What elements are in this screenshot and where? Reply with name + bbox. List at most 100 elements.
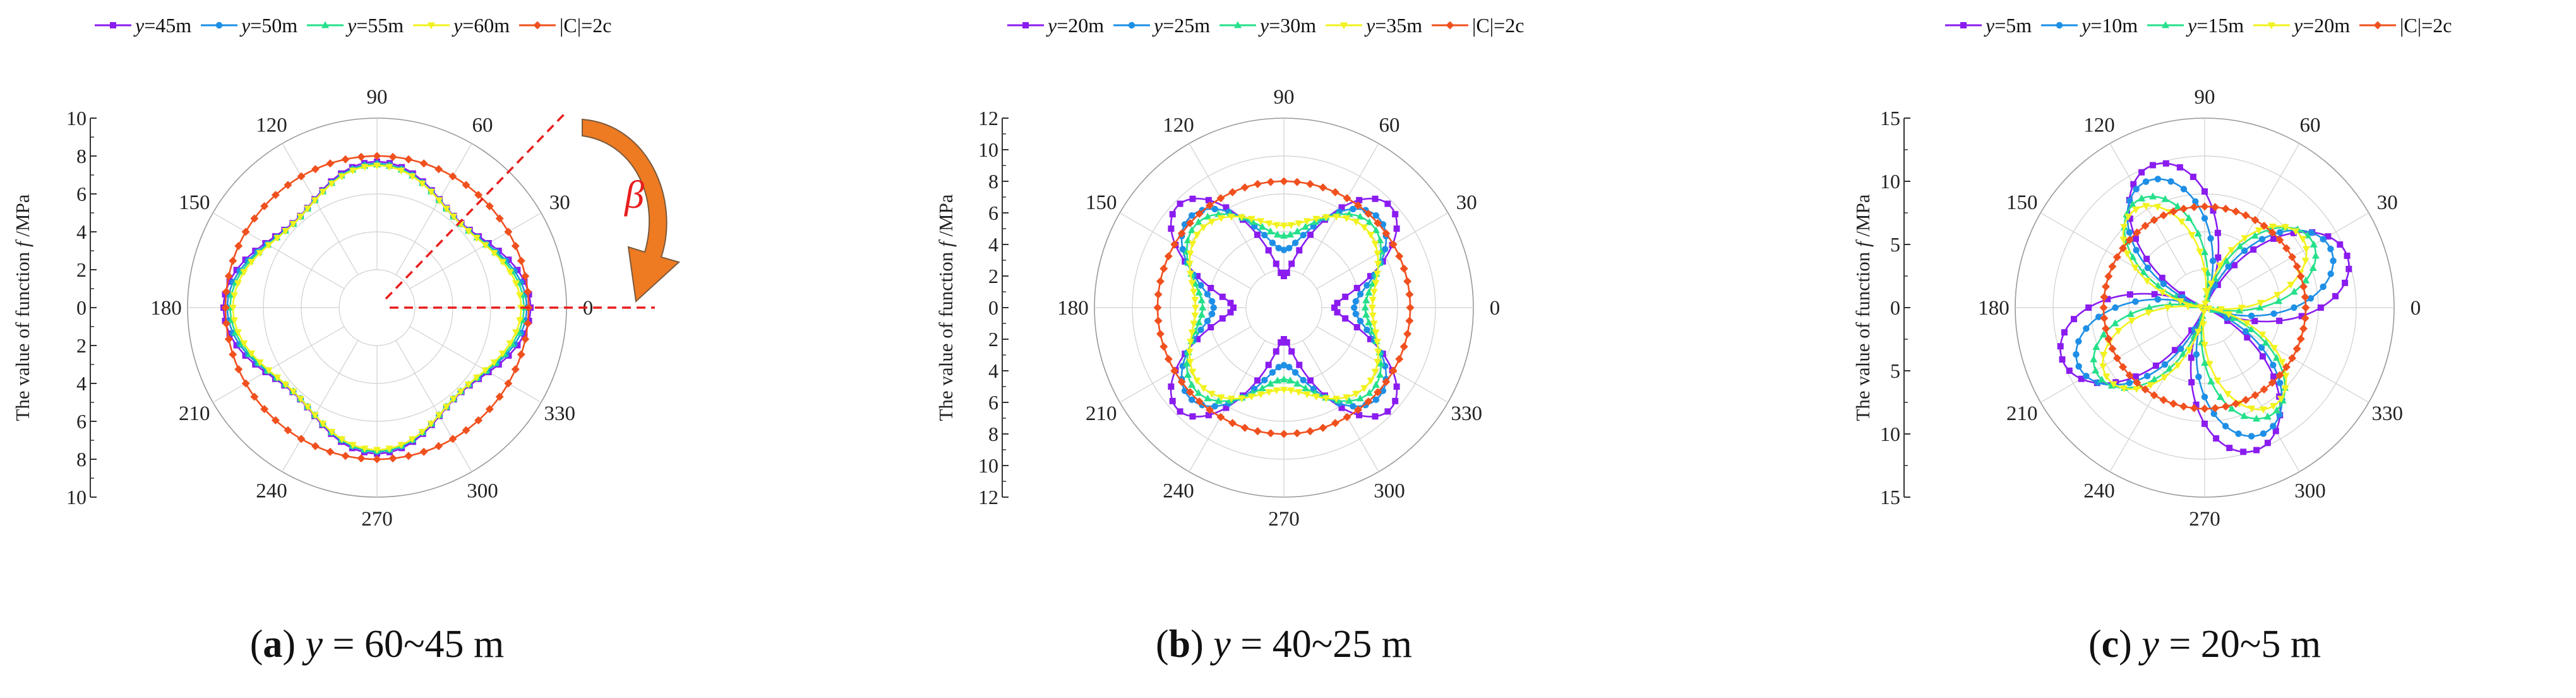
text-span: y xyxy=(1152,14,1163,37)
data-point xyxy=(271,191,280,200)
data-point xyxy=(2143,255,2150,262)
data-point xyxy=(2159,289,2167,297)
data-point xyxy=(2292,262,2301,271)
data-point xyxy=(1343,215,1351,222)
data-point xyxy=(229,256,237,265)
legend-label: y=25m xyxy=(1152,14,1210,37)
data-point xyxy=(1345,397,1353,404)
data-point xyxy=(418,180,426,188)
data-point xyxy=(2124,214,2133,221)
legend-label: |C|=2c xyxy=(1472,14,1524,37)
angle-tick-label: 150 xyxy=(2006,191,2038,214)
data-point xyxy=(341,155,350,164)
data-point xyxy=(2099,303,2108,312)
data-point xyxy=(1293,227,1302,234)
legend-swatch-marker xyxy=(1446,21,1454,30)
data-point xyxy=(2243,320,2251,327)
data-point xyxy=(2123,250,2131,258)
data-point xyxy=(2073,351,2080,358)
grid-spoke xyxy=(395,143,472,275)
data-point xyxy=(248,350,256,358)
data-point xyxy=(1306,427,1315,436)
data-point xyxy=(2202,188,2208,195)
data-point xyxy=(2207,280,2215,288)
angle-tick-label: 270 xyxy=(361,508,393,531)
data-point xyxy=(2119,244,2128,253)
data-point xyxy=(1204,212,1212,220)
data-point xyxy=(289,220,297,228)
data-point xyxy=(2200,309,2208,316)
data-point xyxy=(2345,265,2352,272)
data-point xyxy=(328,429,336,436)
data-point xyxy=(1185,260,1194,268)
data-point xyxy=(1279,430,1288,438)
data-point xyxy=(2201,359,2208,366)
data-point xyxy=(2141,222,2150,231)
data-point xyxy=(2301,292,2309,301)
data-point xyxy=(326,447,335,456)
data-point xyxy=(506,340,514,347)
data-point xyxy=(2258,332,2267,339)
data-point xyxy=(1280,362,1288,369)
data-point xyxy=(1343,394,1351,402)
radial-tick-label: 15 xyxy=(1880,486,1900,508)
data-point xyxy=(1223,204,1230,211)
text-span: ( xyxy=(1156,623,1169,666)
data-point xyxy=(1293,178,1302,186)
data-point xyxy=(296,214,304,221)
data-point xyxy=(2200,404,2209,413)
data-point xyxy=(2302,276,2310,284)
data-point xyxy=(2296,272,2305,281)
data-point xyxy=(2201,267,2208,275)
series-|C|=2c xyxy=(1153,177,1415,438)
data-point xyxy=(1322,395,1330,402)
angle-tick-label: 180 xyxy=(150,297,182,320)
data-point xyxy=(1240,183,1249,192)
data-point xyxy=(2327,245,2334,253)
data-point xyxy=(2201,394,2208,400)
data-point xyxy=(1281,336,1287,342)
data-point xyxy=(504,227,513,236)
data-point xyxy=(222,287,231,296)
angle-tick-label: 330 xyxy=(2372,402,2404,425)
data-point xyxy=(2145,310,2153,317)
data-point xyxy=(2263,412,2272,420)
data-point xyxy=(2248,433,2255,440)
data-point xyxy=(1361,303,1369,311)
data-point xyxy=(481,367,489,375)
data-point xyxy=(1164,252,1173,261)
data-point xyxy=(311,197,319,205)
data-point xyxy=(397,167,405,175)
data-point xyxy=(2179,204,2188,213)
data-point xyxy=(1357,291,1364,298)
data-point xyxy=(1249,217,1257,225)
data-point xyxy=(2083,373,2090,380)
data-point xyxy=(2174,202,2182,210)
radial-tick-label: 8 xyxy=(988,423,998,445)
data-point xyxy=(404,155,413,164)
data-point xyxy=(1278,269,1285,276)
text-span: b xyxy=(1169,623,1190,666)
data-point xyxy=(1273,222,1281,229)
angle-tick-label: 240 xyxy=(1163,479,1194,502)
data-point xyxy=(2225,311,2233,318)
beta-symbol: β xyxy=(624,174,644,217)
text-span: /MPa xyxy=(1852,194,1874,241)
data-point xyxy=(1334,309,1341,316)
data-point xyxy=(1253,179,1262,188)
data-point xyxy=(1170,366,1179,375)
data-point xyxy=(2192,198,2199,205)
angle-tick-label: 30 xyxy=(1456,191,1477,214)
text-span: y xyxy=(1984,14,1995,37)
data-point xyxy=(2253,447,2260,454)
data-point xyxy=(2104,272,2113,281)
data-point xyxy=(234,365,243,374)
data-point xyxy=(1286,244,1293,251)
grid-spoke xyxy=(2109,143,2186,275)
data-point xyxy=(234,329,243,337)
data-point xyxy=(2176,298,2184,306)
data-point xyxy=(2125,236,2134,244)
data-point xyxy=(2247,325,2255,332)
data-point xyxy=(1405,290,1414,299)
data-point xyxy=(1238,214,1246,222)
